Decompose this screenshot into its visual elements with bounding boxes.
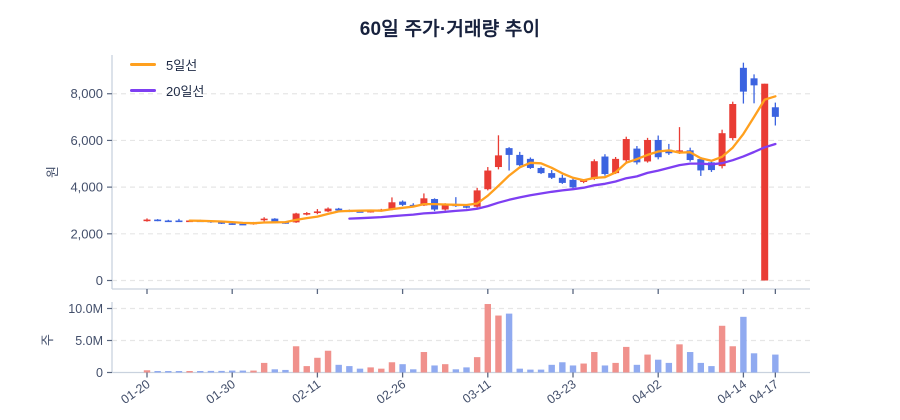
svg-text:0: 0: [96, 273, 103, 288]
svg-text:10.0M: 10.0M: [68, 302, 103, 316]
legend: 5일선 20일선: [130, 55, 204, 100]
svg-text:02-11: 02-11: [290, 377, 323, 406]
ma20-line-swatch: [130, 89, 156, 92]
svg-text:5.0M: 5.0M: [75, 334, 103, 348]
legend-item-ma5[interactable]: 5일선: [130, 55, 204, 74]
svg-text:02-26: 02-26: [374, 377, 408, 407]
svg-text:04-02: 04-02: [630, 377, 664, 407]
svg-text:6,000: 6,000: [70, 133, 103, 148]
svg-text:4,000: 4,000: [70, 180, 103, 195]
svg-text:04-17: 04-17: [747, 377, 781, 407]
legend-label-ma20: 20일선: [166, 84, 205, 99]
svg-text:주: 주: [40, 334, 55, 346]
legend-item-ma20[interactable]: 20일선: [130, 81, 204, 100]
ma5-line-swatch: [130, 63, 156, 66]
svg-text:04-14: 04-14: [715, 377, 749, 407]
svg-text:2,000: 2,000: [70, 226, 103, 241]
svg-text:03-23: 03-23: [544, 377, 578, 407]
chart-title: 60일 주가·거래량 추이: [359, 19, 541, 40]
svg-text:03-11: 03-11: [460, 377, 493, 406]
svg-text:01-20: 01-20: [118, 377, 152, 407]
svg-text:8,000: 8,000: [70, 86, 103, 101]
svg-text:원: 원: [45, 166, 60, 178]
svg-text:0: 0: [96, 366, 103, 380]
svg-text:01-30: 01-30: [204, 377, 238, 407]
legend-label-ma5: 5일선: [166, 58, 198, 73]
